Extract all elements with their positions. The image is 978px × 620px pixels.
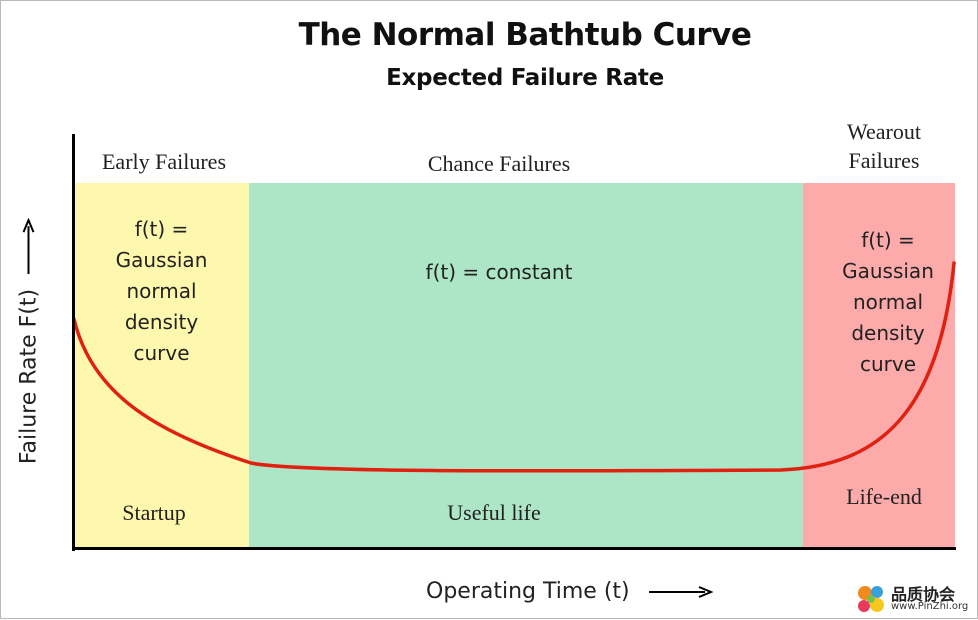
arrow-right-icon [648,586,714,598]
diagram-title: The Normal Bathtub Curve [298,17,752,53]
startup-label: Startup [122,500,186,525]
wearout-heading-line-2: Failures [848,148,920,173]
wearout-formula-line: f(t) = [861,228,915,252]
x-axis [72,547,956,550]
y-axis [72,134,75,551]
watermark-logo: 品质协会 www.PinZhi.org [853,581,977,617]
early-formula-line: Gaussian [115,248,208,272]
early-formula: f(t) = Gaussian normal density curve [74,214,249,369]
flower-logo-icon [858,586,884,612]
life-end-label: Life-end [846,484,922,509]
early-formula-line: curve [133,341,190,365]
wearout-formula-line: curve [859,352,917,376]
wearout-formula-line: density [851,321,925,345]
useful-life-label: Useful life [447,500,541,525]
watermark-name: 品质协会 [891,585,956,604]
chance-failures-heading: Chance Failures [427,151,571,176]
diagram-subtitle: Expected Failure Rate [386,65,664,91]
bathtub-curve [72,261,956,473]
y-axis-label: Failure Rate F(t) [16,217,42,465]
chance-failures-zone [249,183,803,549]
wearout-formula: f(t) = Gaussian normal density curve [803,225,973,380]
x-axis-label-text: Operating Time (t) [426,579,630,604]
x-axis-label: Operating Time (t) [426,579,714,604]
early-failures-heading: Early Failures [101,149,227,174]
early-failures-zone [74,183,249,549]
y-axis-label-text: Failure Rate F(t) [16,288,42,465]
chance-formula: f(t) = constant [425,260,573,284]
watermark-url: www.PinZhi.org [891,601,969,612]
early-formula-line: f(t) = [134,217,189,241]
wearout-failures-heading: Wearout Failures [809,117,959,175]
wearout-formula-line: Gaussian [842,259,934,283]
early-formula-line: density [124,310,199,334]
wearout-heading-line-1: Wearout [847,119,921,144]
early-formula-line: normal [126,279,197,303]
wearout-formula-line: normal [852,290,924,314]
arrow-up-icon [22,217,35,274]
